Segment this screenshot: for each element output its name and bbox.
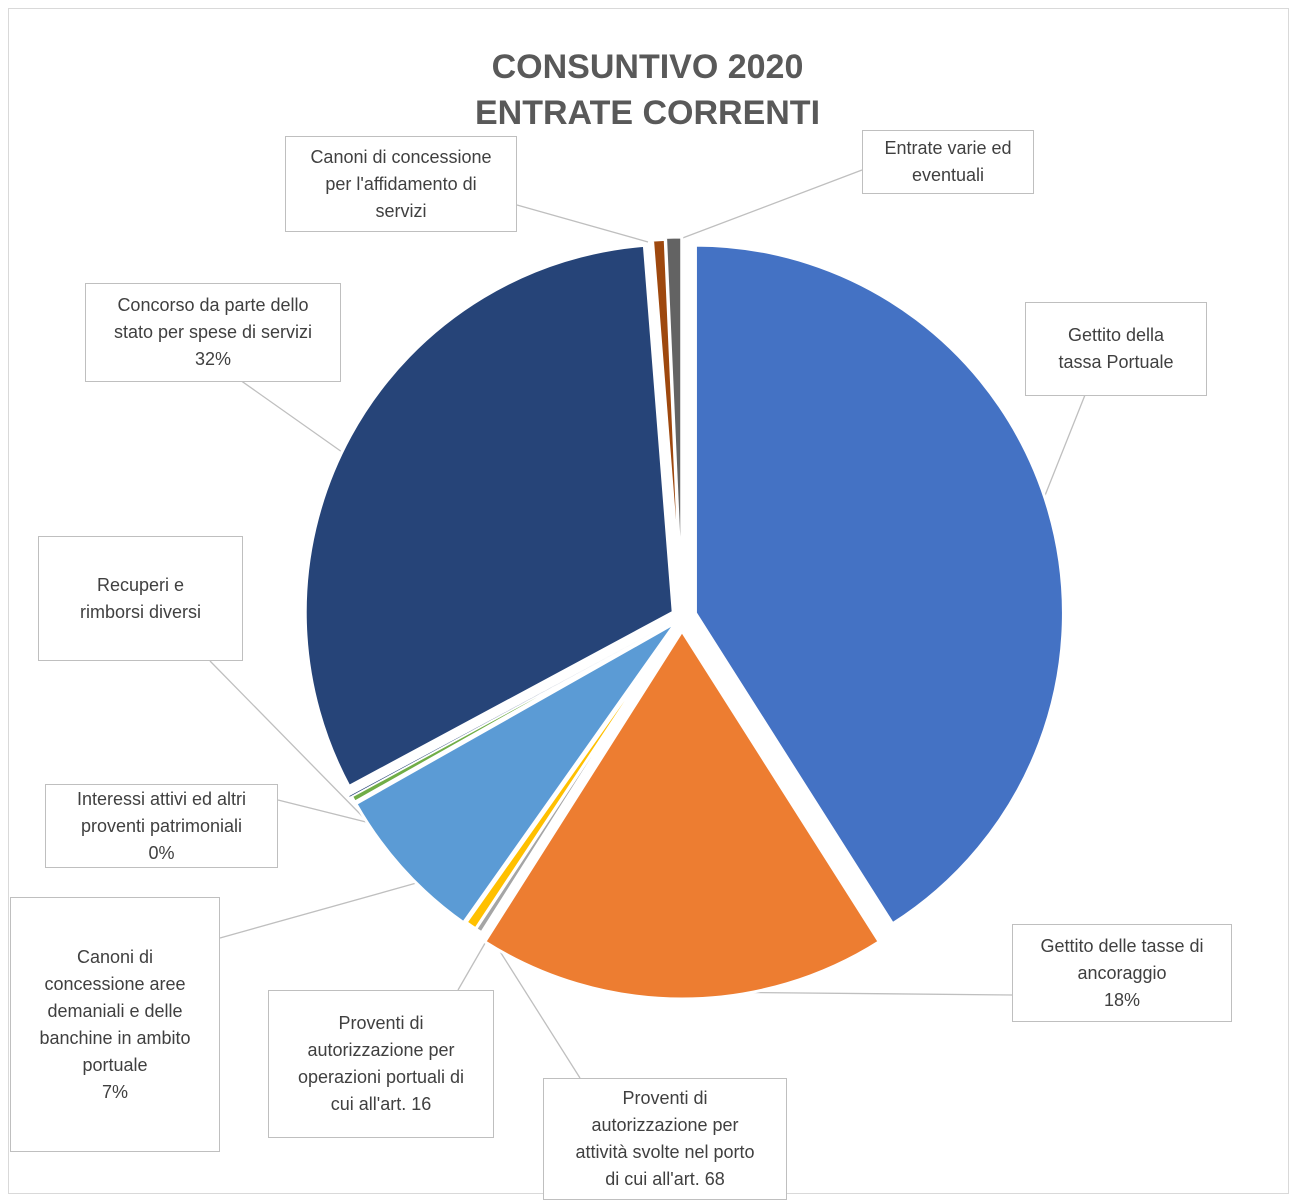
data-label-percent: 32%: [194, 349, 232, 369]
leader-line-7: [209, 660, 365, 819]
pie-slice-4: [463, 621, 680, 931]
data-label-9: Canoni di concessione per l'affidamento …: [285, 136, 517, 232]
data-label-4: Proventi di autorizzazione per operazion…: [268, 990, 494, 1138]
leader-line-6: [277, 799, 367, 823]
data-label-8: Concorso da parte dello stato per spese …: [85, 283, 341, 382]
data-label-name: Gettito delle tasse di ancoraggio: [1040, 935, 1204, 983]
chart-title-line-1: CONSUNTIVO 2020: [491, 48, 804, 86]
pie-slice-10: [663, 235, 684, 606]
data-label-percent: 7%: [101, 1081, 128, 1102]
data-label-2: Gettito delle tasse di ancoraggio 18%: [1012, 924, 1232, 1022]
leader-line-3: [493, 941, 581, 1079]
data-label-name: Canoni di concessione per l'affidamento …: [310, 146, 492, 221]
pie-slices: [303, 235, 1065, 1001]
pie-slice-5: [353, 621, 678, 925]
leader-line-4: [457, 937, 489, 991]
data-label-percent: 18%: [1103, 989, 1141, 1010]
data-label-name: Canoni di concessione aree demaniali e d…: [39, 946, 191, 1075]
data-label-name: Recuperi e rimborsi diversi: [79, 574, 202, 622]
data-label-percent: 0%: [148, 842, 175, 863]
data-label-name: Proventi di autorizzazione per operazion…: [297, 1013, 465, 1114]
chart-title: CONSUNTIVO 2020 ENTRATE CORRENTI: [0, 44, 1295, 136]
data-label-1: Gettito della tassa Portuale: [1025, 302, 1207, 396]
pie-slice-8: [303, 243, 675, 789]
data-label-3: Proventi di autorizzazione per attività …: [543, 1078, 787, 1200]
pie-slice-7: [348, 621, 674, 798]
leader-line-1: [1039, 394, 1086, 509]
pie-slice-1: [693, 243, 1065, 926]
leader-line-5: [219, 881, 421, 939]
chart-title-line-2: ENTRATE CORRENTI: [474, 94, 821, 132]
data-label-10: Entrate varie ed eventuali: [862, 130, 1034, 194]
leader-line-8: [239, 379, 343, 453]
data-label-name: Gettito della tassa Portuale: [1058, 325, 1174, 372]
data-label-5: Canoni di concessione aree demaniali e d…: [10, 897, 220, 1152]
data-label-name: Concorso da parte dello stato per spese …: [113, 295, 313, 342]
data-label-name: Interessi attivi ed altri proventi patri…: [76, 788, 247, 836]
data-label-name: Entrate varie ed eventuali: [884, 138, 1012, 185]
leader-line-9: [516, 204, 649, 243]
leader-lines: [209, 169, 1086, 1079]
data-label-7: Recuperi e rimborsi diversi: [38, 536, 243, 661]
leader-line-10: [671, 169, 863, 243]
data-label-name: Proventi di autorizzazione per attività …: [575, 1088, 755, 1189]
pie-slice-2: [482, 628, 882, 1001]
data-label-6: Interessi attivi ed altri proventi patri…: [45, 784, 278, 868]
